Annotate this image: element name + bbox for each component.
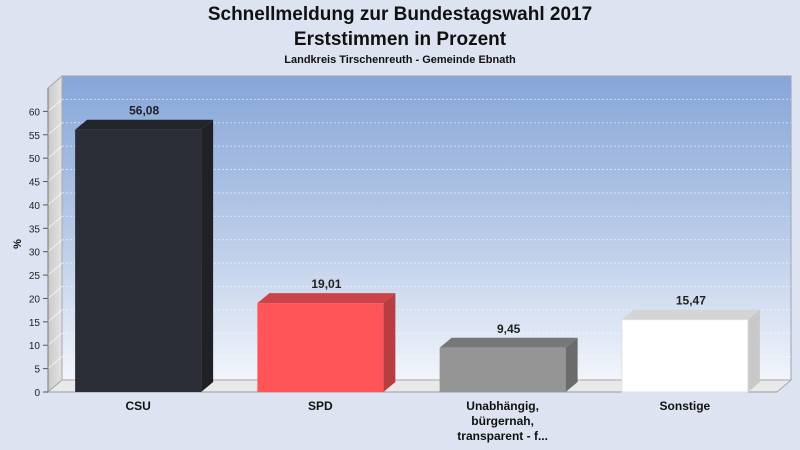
y-axis-label: % [12,239,24,249]
y-tick-label: 60 [29,107,41,118]
grid-line-side [47,215,63,229]
grid-line-side [47,145,63,159]
chart-subtitle: Erststimmen in Prozent [293,29,507,50]
y-tick-label: 10 [29,341,41,352]
chart-title: Schnellmeldung zur Bundestagswahl 2017 [207,4,593,25]
grid-line-side [47,239,63,253]
grid-line-side [47,332,63,346]
chart-region: Landkreis Tirschenreuth - Gemeinde Ebnat… [284,54,516,66]
y-tick-label: 0 [34,388,40,399]
plot-side-wall [47,74,63,394]
x-tick-label: Unabhängig, bürgernah, transparent - f... [457,399,548,443]
data-label: 56,08 [129,104,159,118]
bar-front [621,319,749,393]
x-tick-label: Sonstige [660,399,711,413]
bar-4 [621,309,760,393]
bar-front [257,303,384,392]
bar-3 [439,337,578,392]
bar-side [201,119,214,393]
bar-side [383,293,396,392]
bar-top [439,337,578,348]
y-tick-label: 55 [29,131,41,142]
grid-line-side [47,99,63,112]
bar-front [439,347,566,392]
bar-top [75,119,214,130]
bar-side [747,309,760,392]
y-tick-label: 15 [29,318,41,329]
x-tick-label: SPD [308,399,333,413]
grid-line-side [47,122,63,136]
bar-2 [257,293,396,392]
bar-top [621,309,760,320]
data-label: 15,47 [676,294,706,308]
grid-line-side [47,286,63,299]
grid-line-side [47,262,63,276]
data-label: 19,01 [311,277,341,291]
bar-side [565,337,578,392]
y-tick-label: 50 [29,154,41,165]
y-tick-label: 40 [29,201,41,212]
y-tick-label: 20 [29,294,41,305]
grid-line-side [47,356,63,369]
y-tick-label: 45 [29,178,41,189]
y-tick-label: 30 [29,248,41,259]
data-label: 9,45 [497,322,521,336]
y-tick-label: 25 [29,271,41,282]
grid-line-side [47,169,63,182]
y-tick-label: 35 [29,224,41,235]
grid-line-side [47,192,63,206]
grid-line-side [47,309,63,323]
y-tick-label: 5 [34,365,40,376]
bar-1 [75,119,214,393]
bar-top [257,293,396,304]
x-tick-label: CSU [125,399,150,413]
bar-front [75,129,202,393]
